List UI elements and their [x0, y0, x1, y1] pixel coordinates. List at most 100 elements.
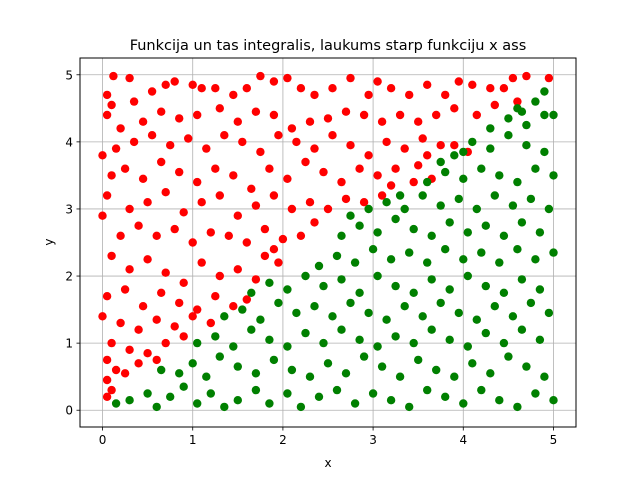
data-point	[179, 208, 188, 217]
data-point	[540, 87, 549, 96]
data-point	[468, 137, 477, 147]
data-point	[251, 385, 261, 395]
data-point	[517, 218, 527, 227]
data-point	[364, 151, 373, 160]
data-point	[166, 141, 175, 150]
data-point	[432, 110, 441, 120]
data-point	[143, 198, 152, 207]
data-point	[531, 164, 540, 173]
data-point	[540, 110, 549, 120]
data-point	[513, 402, 522, 412]
data-point	[522, 141, 531, 150]
data-point	[229, 302, 238, 311]
data-point	[125, 204, 134, 214]
data-point	[125, 265, 134, 274]
data-point	[337, 177, 346, 187]
data-point	[337, 325, 346, 334]
data-point	[468, 80, 477, 90]
data-point	[450, 151, 459, 160]
data-point	[459, 147, 468, 157]
data-point	[197, 198, 206, 207]
data-point	[504, 114, 513, 123]
data-point	[206, 389, 215, 398]
data-point	[441, 392, 450, 401]
data-point	[193, 177, 202, 187]
x-tick-label: 2	[279, 433, 287, 447]
data-point	[423, 258, 432, 267]
data-point	[486, 84, 495, 93]
data-point	[283, 285, 292, 294]
data-point	[436, 141, 445, 150]
data-point	[531, 255, 540, 264]
data-point	[175, 167, 184, 177]
data-point	[504, 131, 513, 140]
data-point	[463, 228, 472, 237]
data-point	[274, 258, 283, 267]
data-point	[359, 198, 369, 207]
data-point	[328, 312, 337, 321]
data-point	[170, 322, 179, 331]
data-point	[382, 315, 391, 324]
data-point	[517, 325, 527, 334]
data-point	[513, 177, 522, 187]
data-point	[477, 385, 486, 395]
data-point	[454, 308, 463, 318]
y-tick-label: 4	[65, 135, 73, 149]
data-point	[175, 369, 184, 378]
data-point	[301, 157, 310, 167]
data-point	[211, 292, 220, 301]
data-point	[215, 271, 224, 281]
data-point	[138, 302, 148, 311]
data-point	[414, 355, 423, 365]
axis-ticks: 0 1 2 3 4 5 0 1 2 3 4 5	[65, 68, 557, 447]
data-point	[544, 308, 554, 318]
series-green	[111, 87, 558, 412]
data-point	[197, 84, 206, 93]
data-point	[355, 335, 364, 344]
data-point	[229, 342, 238, 351]
data-point	[125, 73, 134, 83]
data-point	[535, 228, 545, 237]
data-point	[287, 204, 297, 214]
data-point	[405, 402, 414, 412]
data-point	[477, 248, 486, 257]
data-point	[423, 177, 432, 187]
data-point	[265, 278, 274, 287]
data-point	[179, 332, 188, 341]
data-point	[265, 399, 274, 408]
data-point	[206, 318, 215, 328]
data-point	[161, 268, 170, 277]
data-point	[157, 365, 166, 375]
data-point	[251, 369, 261, 378]
data-point	[143, 255, 152, 264]
data-point	[296, 84, 306, 93]
data-point	[350, 258, 360, 267]
y-tick-label: 1	[65, 337, 73, 351]
data-point	[233, 117, 242, 126]
data-point	[368, 245, 378, 254]
data-point	[233, 265, 242, 274]
data-point	[517, 275, 527, 284]
data-point	[405, 90, 414, 100]
grid	[80, 58, 576, 427]
data-point	[283, 342, 292, 351]
data-point	[102, 292, 112, 301]
data-point	[98, 211, 107, 220]
data-point	[486, 369, 495, 378]
data-point	[495, 171, 504, 180]
data-point	[314, 261, 324, 271]
x-axis-label: x	[324, 456, 331, 470]
data-point	[229, 171, 238, 180]
data-point	[355, 288, 364, 297]
data-point	[328, 84, 337, 93]
data-point	[535, 335, 545, 344]
data-point	[364, 204, 373, 214]
data-point	[418, 191, 427, 200]
data-point	[463, 271, 472, 281]
data-point	[116, 124, 125, 133]
data-point	[161, 338, 170, 348]
data-point	[134, 221, 143, 230]
data-point	[193, 305, 202, 314]
data-point	[323, 114, 333, 123]
